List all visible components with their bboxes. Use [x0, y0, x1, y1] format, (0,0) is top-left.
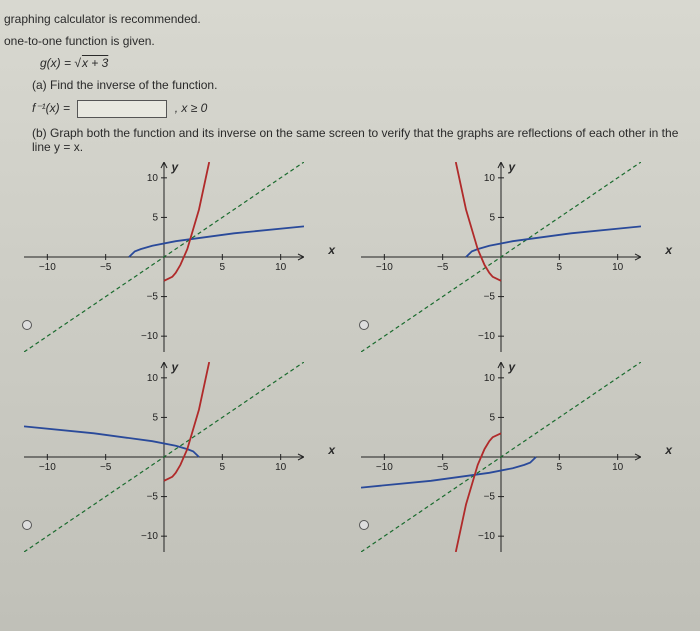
svg-text:−5: −5 [484, 492, 496, 503]
svg-text:−5: −5 [100, 262, 112, 273]
svg-text:−5: −5 [147, 292, 159, 303]
part-a-prompt: (a) Find the inverse of the function. [32, 78, 688, 92]
svg-text:−10: −10 [141, 531, 158, 542]
given-text: one-to-one function is given. [4, 34, 688, 48]
chart-svg-1: −10 −5 5 10 −10 −5 5 10 [24, 162, 304, 352]
svg-text:−5: −5 [147, 492, 159, 503]
svg-text:−10: −10 [478, 331, 495, 342]
gx-radicand: x + 3 [81, 56, 108, 70]
graph-option-4[interactable]: yx−10−5510−10−5510 [361, 362, 668, 552]
svg-text:−10: −10 [39, 262, 56, 273]
option-radio-3[interactable] [22, 520, 32, 530]
y-axis-label: y [509, 160, 516, 174]
svg-text:−10: −10 [141, 331, 158, 342]
svg-text:5: 5 [220, 462, 226, 473]
svg-text:5: 5 [152, 212, 158, 223]
svg-text:10: 10 [147, 173, 159, 184]
svg-text:5: 5 [152, 412, 158, 423]
graph-option-2[interactable]: yx−10−5510−10−5510 [361, 162, 668, 352]
y-axis-label: y [172, 360, 179, 374]
svg-text:−10: −10 [376, 462, 393, 473]
svg-text:−5: −5 [437, 262, 449, 273]
svg-text:−5: −5 [437, 462, 449, 473]
svg-text:10: 10 [147, 373, 159, 384]
svg-text:−5: −5 [484, 292, 496, 303]
svg-text:−5: −5 [100, 462, 112, 473]
svg-text:10: 10 [612, 462, 624, 473]
svg-text:5: 5 [489, 212, 495, 223]
gx-lhs: g(x) = [40, 56, 74, 70]
svg-text:10: 10 [275, 462, 287, 473]
function-definition: g(x) = √x + 3 [40, 56, 688, 70]
part-a-answer-row: f⁻¹(x) = , x ≥ 0 [32, 100, 688, 118]
svg-text:10: 10 [612, 262, 624, 273]
domain-condition: , x ≥ 0 [175, 101, 208, 115]
x-axis-label: x [665, 443, 672, 457]
x-axis-label: x [665, 243, 672, 257]
chart-svg-2: −10 −5 5 10 −10 −5 5 10 [361, 162, 641, 352]
x-axis-label: x [328, 243, 335, 257]
y-axis-label: y [172, 160, 179, 174]
option-radio-2[interactable] [359, 320, 369, 330]
part-b-prompt: (b) Graph both the function and its inve… [32, 126, 688, 154]
option-radio-4[interactable] [359, 520, 369, 530]
graph-options-grid: y x −10 −5 5 10 −10 −5 5 10 y x −10 −5 5 10 −10 −5 5 10 y x −1… [4, 162, 688, 552]
graph-option-3[interactable]: yx−10−5510−10−5510 [24, 362, 331, 552]
inverse-answer-input[interactable] [77, 100, 167, 118]
svg-text:10: 10 [484, 373, 496, 384]
chart-svg-4: −10 −5 5 10 −10 −5 5 10 [361, 362, 641, 552]
recommendation-text: graphing calculator is recommended. [4, 12, 688, 26]
svg-text:−10: −10 [39, 462, 56, 473]
svg-text:10: 10 [275, 262, 287, 273]
option-radio-1[interactable] [22, 320, 32, 330]
graph-option-1[interactable]: yx−10−5510−10−5510 [24, 162, 331, 352]
svg-text:5: 5 [220, 262, 226, 273]
x-axis-label: x [328, 443, 335, 457]
svg-text:−10: −10 [376, 262, 393, 273]
svg-text:5: 5 [557, 262, 563, 273]
svg-text:10: 10 [484, 173, 496, 184]
chart-svg-3: −10 −5 5 10 −10 −5 5 10 [24, 362, 304, 552]
svg-text:5: 5 [557, 462, 563, 473]
svg-text:−10: −10 [478, 531, 495, 542]
svg-text:5: 5 [489, 412, 495, 423]
finv-lhs: f⁻¹(x) = [32, 101, 70, 115]
y-axis-label: y [509, 360, 516, 374]
